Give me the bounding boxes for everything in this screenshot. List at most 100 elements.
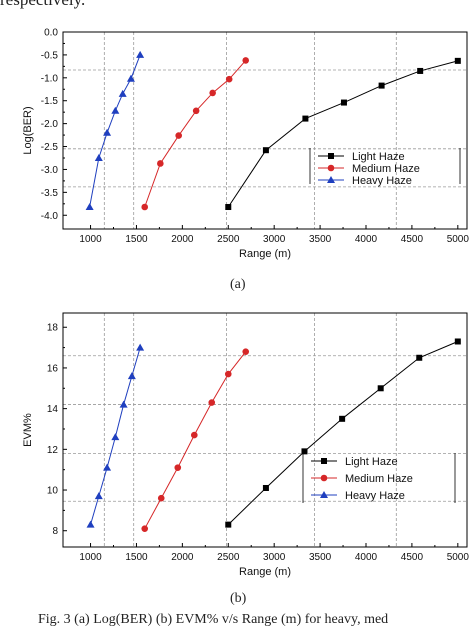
legend-marker-medium-haze [327, 164, 335, 172]
data-point-light-haze [225, 521, 232, 528]
x-tick-label: 5000 [447, 552, 470, 563]
data-point-light-haze [262, 484, 269, 491]
y-tick-label: 10 [47, 486, 59, 497]
data-point-heavy-haze [103, 128, 112, 136]
data-point-heavy-haze [126, 74, 135, 82]
data-point-heavy-haze [127, 372, 136, 380]
x-tick-label: 2000 [171, 552, 194, 563]
top-text: respectively. [0, 0, 85, 10]
y-tick-label: 12 [47, 445, 59, 456]
x-tick-label: 3000 [263, 552, 286, 563]
data-point-light-haze [301, 448, 308, 455]
data-point-heavy-haze [85, 203, 94, 211]
legend-label-medium-haze: Medium Haze [352, 163, 420, 175]
chart-ber: 1000 1500 2000 2500 3000 3500 4000 4500 5000 0.0 -… [22, 28, 470, 261]
data-point-light-haze [262, 147, 269, 154]
data-point-light-haze [454, 57, 461, 64]
y-axis-label: EVM% [22, 413, 34, 447]
plot-frame [62, 312, 468, 548]
y-tick-label: 8 [52, 526, 58, 537]
data-point-medium-haze [141, 203, 149, 211]
x-axis-label: Range (m) [239, 248, 291, 260]
x-tick-label: 2000 [171, 234, 194, 245]
data-point-medium-haze [174, 464, 182, 471]
data-point-light-haze [454, 338, 461, 345]
legend-marker-light-haze [328, 153, 334, 159]
panel-label-b: (b) [230, 591, 247, 606]
data-point-heavy-haze [86, 520, 95, 528]
y-tick-label: 0.0 [44, 28, 58, 39]
y-tick-label: -1.0 [41, 73, 59, 84]
x-tick-label: 3000 [263, 234, 286, 245]
y-tick-label: -2.5 [41, 142, 59, 153]
plot-frame [62, 31, 468, 230]
data-point-medium-haze [192, 107, 200, 115]
y-tick-label: -3.5 [41, 188, 59, 199]
x-tick-label: 3500 [309, 234, 332, 245]
x-tick-label: 2500 [217, 234, 240, 245]
data-point-light-haze [377, 385, 384, 392]
figure-caption: Fig. 3 (a) Log(BER) (b) EVM% v/s Range (… [38, 612, 389, 627]
data-point-light-haze [417, 67, 424, 74]
data-point-medium-haze [242, 57, 250, 64]
data-point-light-haze [416, 354, 423, 361]
data-point-medium-haze [141, 525, 149, 532]
legend-marker-light-haze [321, 458, 327, 464]
data-point-medium-haze [191, 431, 198, 439]
x-tick-label: 3500 [309, 552, 332, 563]
y-tick-label: 16 [47, 363, 59, 374]
data-point-medium-haze [208, 399, 216, 406]
data-point-light-haze [378, 82, 385, 89]
series-line-medium-haze [144, 60, 247, 208]
y-tick-label: -3.0 [41, 165, 59, 176]
y-tick-label: 18 [47, 323, 59, 334]
series-line-light-haze [227, 341, 459, 525]
legend-label-medium-haze: Medium Haze [345, 473, 413, 485]
legend-label-heavy-haze: Heavy Haze [345, 490, 405, 502]
x-tick-label: 1500 [125, 234, 148, 245]
series-line-light-haze [227, 60, 458, 208]
x-tick-label: 2500 [217, 552, 240, 563]
data-point-heavy-haze [94, 492, 103, 500]
legend-marker-medium-haze [320, 474, 328, 482]
y-tick-label: -0.5 [41, 50, 59, 61]
data-point-heavy-haze [111, 106, 120, 114]
data-point-light-haze [225, 204, 232, 211]
data-point-medium-haze [242, 348, 250, 355]
x-axis-label: Range (m) [239, 566, 291, 578]
x-tick-label: 1500 [125, 552, 148, 563]
legend-label-light-haze: Light Haze [352, 151, 405, 163]
chart-evm: 1000 1500 2000 2500 3000 3500 4000 4500 5000 8 10 1… [22, 312, 470, 578]
data-point-medium-haze [157, 494, 165, 502]
data-point-heavy-haze [136, 50, 145, 58]
y-tick-label: -2.0 [41, 119, 59, 130]
data-point-heavy-haze [103, 463, 112, 471]
x-tick-label: 1000 [79, 234, 102, 245]
data-point-heavy-haze [111, 433, 120, 441]
y-axis-label: Log(BER) [22, 106, 34, 154]
x-tick-label: 5000 [447, 234, 470, 245]
data-point-medium-haze [224, 370, 232, 378]
legend-marker-heavy-haze [327, 176, 335, 183]
x-tick-label: 1000 [79, 552, 102, 563]
data-point-light-haze [302, 115, 309, 122]
x-tick-label: 4000 [355, 552, 378, 563]
x-tick-label: 4500 [401, 234, 424, 245]
data-point-heavy-haze [94, 153, 103, 161]
data-point-medium-haze [175, 132, 182, 139]
x-tick-label: 4500 [401, 552, 424, 563]
data-point-heavy-haze [118, 89, 127, 97]
y-tick-label: -1.5 [41, 96, 59, 107]
data-point-heavy-haze [119, 400, 128, 408]
y-tick-label: 14 [47, 404, 59, 415]
legend-label-heavy-haze: Heavy Haze [352, 175, 412, 187]
data-point-medium-haze [209, 89, 216, 97]
y-tick-label: -4.0 [41, 211, 59, 222]
data-point-medium-haze [157, 160, 164, 167]
data-point-light-haze [339, 415, 346, 422]
legend-label-light-haze: Light Haze [345, 456, 398, 468]
series-line-medium-haze [144, 351, 247, 529]
legend-marker-heavy-haze [320, 491, 328, 498]
data-point-medium-haze [225, 75, 233, 83]
data-point-heavy-haze [136, 343, 145, 351]
